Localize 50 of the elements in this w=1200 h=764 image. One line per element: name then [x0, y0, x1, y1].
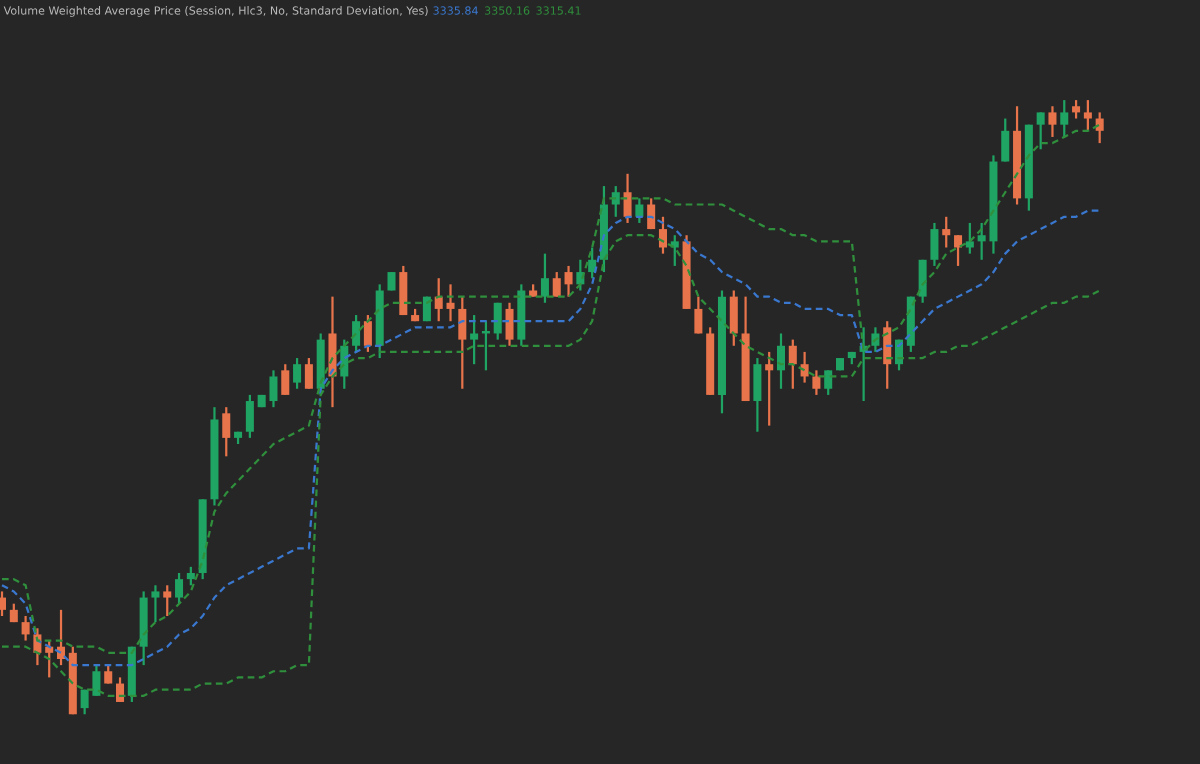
candlestick: [186, 565, 195, 587]
candlestick: [1072, 99, 1081, 120]
candlestick: [930, 221, 939, 268]
candlestick: [493, 301, 502, 341]
candlestick: [623, 172, 632, 225]
candlestick: [281, 363, 290, 397]
candlestick: [222, 406, 231, 458]
candlestick: [352, 313, 361, 354]
candlestick: [1060, 99, 1069, 139]
candlestick: [824, 369, 833, 397]
candlestick: [694, 295, 703, 335]
candlestick: [163, 584, 172, 618]
candlestick: [753, 356, 762, 433]
candlestick: [470, 313, 479, 366]
candlestick: [788, 338, 797, 390]
candlestick: [552, 270, 561, 298]
candlestick: [635, 197, 644, 225]
candlestick: [658, 215, 667, 255]
candlestick: [670, 234, 679, 268]
candlestick: [104, 664, 113, 685]
candlestick: [293, 356, 302, 390]
candlestick: [446, 283, 455, 323]
candlestick: [399, 264, 408, 317]
candlestick: [540, 252, 549, 304]
candlestick: [363, 313, 372, 354]
candlestick: [1001, 117, 1010, 163]
candlestick: [245, 393, 254, 439]
candlestick: [729, 289, 738, 347]
candlestick: [776, 332, 786, 390]
candlestick: [434, 277, 443, 323]
candlestick: [505, 301, 514, 347]
candlestick: [0, 590, 7, 618]
candlestick: [812, 369, 821, 397]
candlestick: [954, 234, 963, 268]
candlestick: [304, 356, 313, 390]
candlestick: [1048, 105, 1057, 139]
candlestick: [564, 264, 573, 298]
candlestick: [1083, 99, 1092, 132]
candlestick: [965, 221, 974, 255]
candlestick: [151, 584, 160, 624]
candlestick: [458, 295, 467, 390]
candlestick: [21, 614, 30, 642]
candlestick: [942, 215, 951, 249]
candlestick: [45, 639, 54, 679]
candlestick: [116, 676, 125, 704]
candlestick: [611, 184, 620, 218]
candlestick: [328, 295, 337, 409]
candlestick: [765, 350, 774, 427]
candlestick: [1036, 111, 1045, 151]
candlestick: [175, 571, 184, 605]
